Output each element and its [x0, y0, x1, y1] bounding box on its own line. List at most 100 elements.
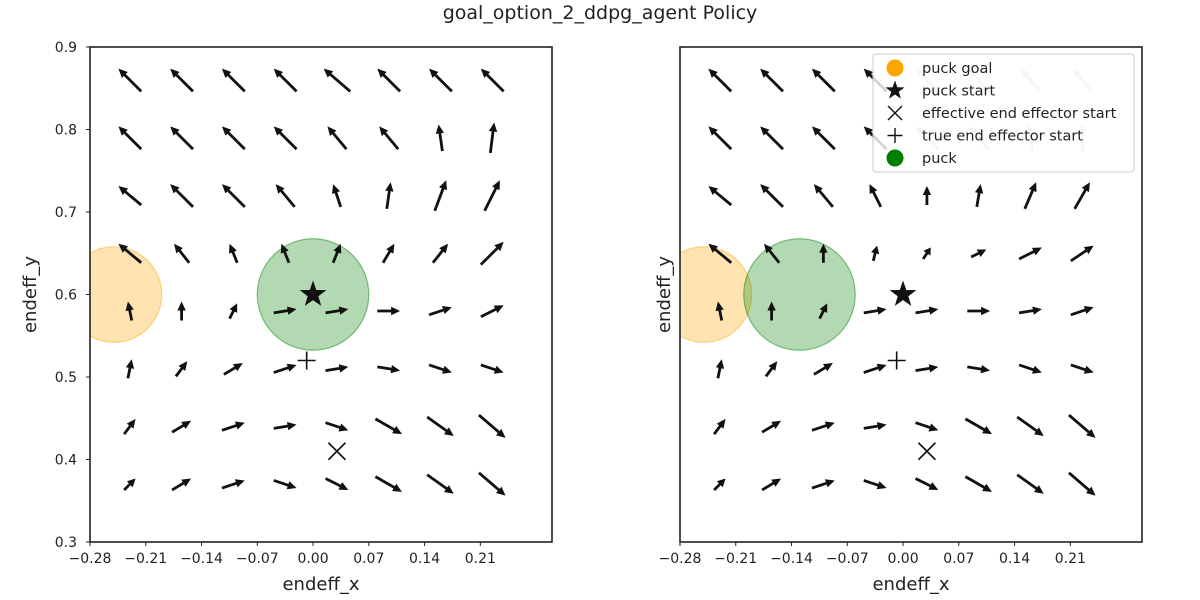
policy-arrow	[480, 305, 504, 318]
policy-arrow	[811, 479, 835, 490]
policy-arrow	[479, 241, 504, 266]
policy-arrow	[170, 126, 194, 151]
true-end-effector-marker	[887, 351, 906, 370]
policy-arrow	[715, 301, 724, 321]
policy-arrow	[863, 421, 887, 431]
legend-label: effective end effector start	[922, 106, 1117, 122]
x-tick-label: −0.07	[826, 551, 869, 567]
policy-arrow	[713, 418, 726, 435]
x-tick-label: 0.21	[1055, 551, 1086, 567]
policy-arrow	[967, 365, 991, 374]
policy-arrow	[374, 417, 403, 435]
policy-arrow	[171, 478, 192, 492]
policy-arrow	[324, 477, 349, 490]
policy-arrow	[974, 184, 984, 208]
figure-title: goal_option_2_ddpg_agent Policy	[443, 2, 758, 24]
policy-arrow	[426, 473, 454, 494]
x-tick-label: −0.21	[124, 551, 167, 567]
policy-arrow	[125, 301, 134, 321]
policy-arrow	[488, 122, 498, 154]
policy-arrow	[1070, 306, 1094, 317]
policy-arrow	[480, 363, 504, 374]
policy-arrow	[327, 126, 348, 151]
policy-arrow	[428, 363, 452, 374]
policy-arrow	[435, 124, 445, 152]
policy-arrow	[708, 186, 733, 207]
policy-arrow	[325, 306, 349, 315]
policy-arrow	[1016, 473, 1044, 494]
policy-arrow	[229, 243, 239, 264]
x-tick-label: −0.14	[770, 551, 813, 567]
puck-goal-circle	[90, 246, 163, 343]
policy-arrow	[1018, 306, 1042, 315]
policy-arrow	[964, 417, 993, 435]
policy-arrow	[426, 415, 454, 436]
policy-arrow	[331, 184, 343, 208]
x-axis-label: endeff_x	[282, 574, 359, 595]
policy-arrow	[118, 68, 143, 93]
policy-arrow	[118, 243, 143, 264]
puck-start-star	[889, 280, 917, 306]
policy-arrow	[174, 361, 188, 378]
effective-end-effector-marker	[327, 442, 346, 461]
policy-arrow	[818, 303, 828, 320]
policy-arrow	[1073, 182, 1090, 210]
legend-x-marker	[887, 105, 903, 121]
policy-arrow	[760, 126, 784, 151]
y-tick-label: 0.4	[55, 453, 77, 469]
policy-arrow	[478, 414, 506, 438]
policy-arrow	[760, 68, 784, 93]
policy-arrow	[764, 361, 778, 378]
policy-arrow	[221, 68, 246, 93]
policy-arrow	[708, 243, 733, 264]
policy-arrow	[708, 126, 733, 151]
policy-arrow	[377, 365, 401, 374]
effective-end-effector-marker	[917, 442, 936, 461]
policy-arrow	[869, 184, 883, 208]
legend-label: puck start	[922, 84, 995, 100]
policy-arrow	[221, 479, 245, 490]
policy-arrow	[379, 126, 400, 151]
policy-arrow	[863, 479, 887, 490]
legend: puck goal puck start effective end effecto…	[872, 53, 1135, 173]
policy-arrow	[483, 180, 500, 212]
policy-arrow	[813, 363, 833, 376]
policy-arrow	[123, 478, 136, 491]
policy-arrow	[118, 186, 143, 207]
policy-arrow	[967, 306, 991, 316]
policy-arrow	[374, 475, 403, 492]
policy-arrow	[915, 364, 939, 373]
policy-arrow	[1016, 415, 1044, 436]
policy-arrow	[764, 243, 781, 264]
policy-arrow	[280, 243, 291, 264]
policy-arrow	[177, 301, 186, 321]
policy-arrow	[819, 243, 828, 263]
policy-arrow	[125, 359, 135, 379]
policy-arrow	[811, 421, 835, 432]
legend-label: true end effector start	[922, 129, 1083, 145]
legend-plus-marker	[887, 128, 903, 143]
policy-arrow	[273, 68, 298, 93]
policy-arrow	[228, 303, 238, 320]
policy-arrow	[331, 243, 342, 264]
legend-box	[872, 53, 1135, 173]
policy-arrow	[478, 471, 506, 496]
policy-arrow	[273, 306, 297, 315]
legend-label: puck	[922, 151, 957, 167]
y-tick-label: 0.8	[55, 123, 77, 139]
policy-arrow	[325, 421, 349, 432]
y-tick-label: 0.9	[55, 40, 77, 56]
policy-arrow	[871, 245, 880, 262]
policy-arrow	[275, 184, 296, 208]
policy-arrow	[964, 475, 993, 492]
policy-arrow	[429, 68, 453, 93]
plot-area	[90, 68, 506, 496]
policy-arrow	[221, 184, 246, 208]
puck-circle	[743, 238, 856, 351]
x-tick-label: 0.07	[943, 551, 974, 567]
policy-arrow	[273, 363, 297, 374]
policy-arrow	[118, 126, 143, 151]
x-tick-label: −0.28	[659, 551, 702, 567]
puck-goal-circle	[680, 246, 753, 343]
policy-arrow	[431, 243, 449, 264]
